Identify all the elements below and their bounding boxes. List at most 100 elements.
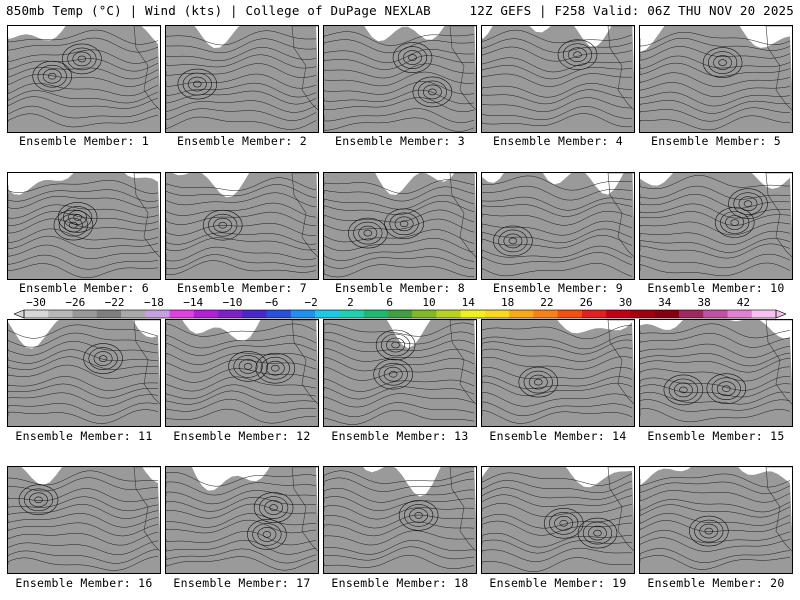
colorbar-segment: [678, 310, 704, 318]
cyclone-swirl: [262, 531, 272, 538]
wind-streamline: [640, 473, 791, 488]
cyclone-swirl: [187, 76, 207, 92]
cyclone-swirl: [523, 370, 553, 394]
wind-streamline: [324, 402, 475, 418]
temperature-field: [482, 26, 634, 132]
cyclone-swirl: [554, 515, 574, 531]
wind-streamline: [166, 90, 317, 105]
wind-streamline: [166, 513, 317, 528]
temperature-field: [8, 467, 160, 573]
cyclone-swirl: [391, 341, 400, 349]
colorbar-right-arrow: [775, 309, 786, 319]
cyclone-swirl: [62, 43, 102, 75]
coastline: [765, 26, 792, 111]
temperature-field: [640, 26, 792, 132]
temperature-band: [324, 320, 476, 426]
ensemble-member-map: [323, 319, 477, 427]
wind-streamline: [8, 218, 159, 234]
cyclone-swirl: [202, 209, 243, 241]
wind-streamline: [640, 100, 791, 114]
cyclone-swirl: [47, 72, 57, 80]
wind-streamline: [8, 179, 159, 194]
cyclone-swirl: [378, 362, 408, 386]
wind-streamline: [166, 260, 317, 275]
wind-streamline: [640, 107, 791, 122]
wind-streamline: [482, 73, 633, 87]
wind-streamline: [482, 113, 633, 128]
cyclone-swirl: [562, 43, 593, 67]
wind-streamline: [640, 481, 791, 495]
wind-streamline: [640, 383, 791, 398]
wind-streamline: [8, 189, 159, 202]
colorbar-tick-label: 14: [462, 296, 476, 309]
temperature-field: [324, 467, 476, 573]
colorbar-tick-label: −2: [304, 296, 317, 309]
wind-streamline: [324, 470, 475, 484]
wind-streamline: [324, 256, 475, 269]
wind-streamline: [640, 175, 791, 190]
ensemble-member-label: Ensemble Member: 9: [492, 281, 624, 295]
cyclone-swirl: [353, 221, 383, 245]
wind-streamline: [166, 30, 317, 46]
cyclone-swirl: [208, 213, 238, 237]
wind-streamline: [482, 391, 633, 407]
ensemble-member-map: [639, 466, 793, 574]
colorbar-segment: [218, 310, 243, 318]
colorbar-tick-label: 42: [737, 296, 750, 309]
coastline: [291, 467, 318, 552]
wind-streamline: [640, 243, 791, 259]
cyclone-swirl: [534, 378, 543, 386]
wind-streamline: [8, 204, 159, 219]
wind-streamline: [482, 347, 633, 362]
temperature-band: [324, 26, 476, 132]
wind-streamline: [640, 253, 791, 269]
cyclone-swirl: [704, 527, 714, 535]
wind-streamline: [324, 55, 475, 70]
cyclone-swirl: [177, 68, 218, 100]
ensemble-member-label: Ensemble Member: 10: [647, 281, 785, 295]
cyclone-swirl: [593, 529, 602, 537]
coastline: [133, 467, 160, 552]
cyclone-swirl: [260, 356, 290, 380]
colorbar-tick-label: −14: [183, 296, 203, 309]
cyclone-swirl: [518, 366, 559, 398]
colorbar-tick-label: 22: [540, 296, 553, 309]
cyclone-swirl: [549, 511, 579, 535]
wind-streamline: [324, 264, 474, 278]
ensemble-member-label: Ensemble Member: 17: [173, 576, 311, 590]
cyclone-swirl: [233, 355, 263, 378]
colorbar-segment: [460, 310, 486, 318]
ensemble-member-label: Ensemble Member: 7: [176, 281, 308, 295]
cyclone-swirl: [53, 209, 94, 241]
wind-streamline: [640, 529, 791, 544]
wind-streamline: [166, 530, 317, 546]
wind-streamline: [8, 332, 159, 348]
colorbar-tick-label: 30: [619, 296, 632, 309]
wind-streamline: [482, 220, 633, 236]
cyclone-swirl: [403, 504, 434, 527]
ensemble-member-map: [7, 25, 161, 133]
cyclone-swirl: [503, 233, 523, 249]
wind-streamline: [640, 399, 791, 412]
wind-streamline: [324, 555, 475, 569]
colorbar-segment: [242, 310, 267, 318]
wind-streamline: [482, 202, 633, 217]
wind-streamline: [324, 237, 475, 253]
cyclone-swirl: [384, 208, 424, 240]
wind-streamline: [640, 46, 791, 61]
wind-streamline: [640, 408, 791, 423]
ensemble-member-map: [323, 25, 477, 133]
wind-streamline: [640, 499, 791, 513]
wind-streamline: [166, 496, 317, 512]
wind-streamline: [482, 57, 633, 73]
wind-streamline: [166, 108, 317, 121]
wind-streamline: [324, 530, 475, 546]
coastline: [449, 467, 476, 552]
run-valid-time: 12Z GEFS | F258 Valid: 06Z THU NOV 20 20…: [469, 3, 794, 18]
wind-streamline: [166, 63, 317, 78]
cyclone-swirl: [18, 484, 59, 516]
ensemble-member-label: Ensemble Member: 18: [331, 576, 469, 590]
cyclone-swirl: [725, 215, 745, 230]
wind-streamline: [640, 230, 791, 245]
